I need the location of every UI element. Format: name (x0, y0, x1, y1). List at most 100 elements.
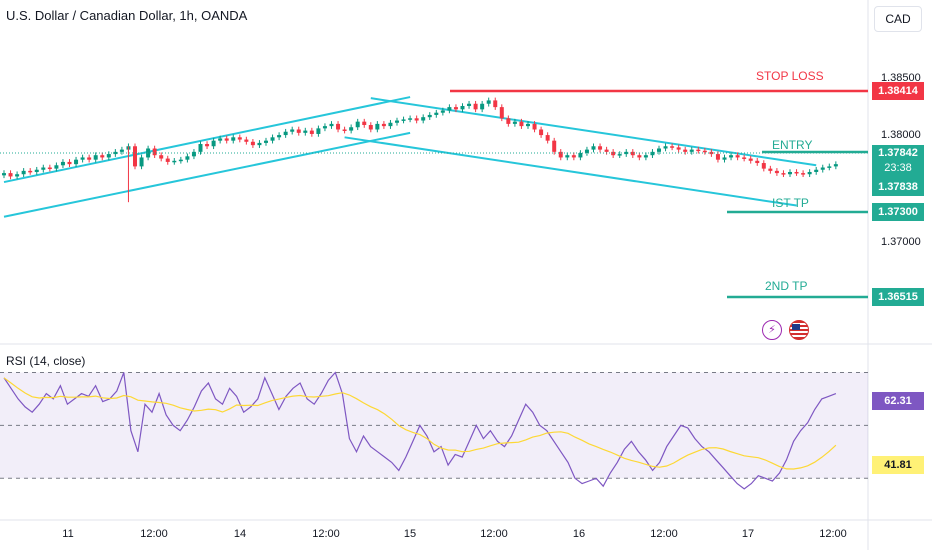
candle-body-112 (735, 155, 740, 158)
candle-body-97 (637, 155, 642, 158)
candle-body-45 (296, 129, 301, 133)
candle-body-76 (499, 107, 504, 119)
candle-body-4 (28, 170, 33, 173)
candle-body-70 (460, 105, 465, 110)
us-flag-icon[interactable] (789, 320, 809, 340)
candle-body-81 (532, 123, 537, 130)
rsi-lines (3, 371, 837, 490)
candle-body-55 (362, 121, 367, 126)
candle-body-103 (676, 147, 681, 150)
candle-body-72 (473, 103, 478, 110)
candle-body-18 (119, 149, 124, 152)
level-lines (0, 89, 868, 299)
candle-body-40 (264, 140, 268, 143)
tp1-label: IST TP (772, 196, 809, 210)
candle-body-75 (493, 100, 498, 108)
y-tick-1: 1.38500 (881, 72, 921, 84)
candle-body-27 (178, 159, 183, 162)
candle-body-37 (244, 139, 249, 142)
candle-body-111 (729, 155, 734, 158)
x-tick-2: 14 (233, 528, 247, 540)
candle-body-60 (395, 120, 399, 123)
candle-body-67 (440, 110, 445, 113)
candle-body-24 (159, 155, 164, 159)
candle-body-125 (820, 167, 825, 170)
candle-body-30 (198, 144, 203, 152)
rsi-ma-line (3, 377, 837, 470)
candle-body-7 (47, 167, 52, 170)
candle-body-79 (519, 121, 524, 127)
candle-body-89 (584, 149, 589, 153)
candle-body-65 (427, 114, 432, 118)
candle-body-106 (696, 149, 701, 152)
candle-body-41 (270, 137, 275, 141)
rsi-line (3, 371, 837, 490)
candle-body-84 (552, 140, 557, 152)
trend-channels (3, 96, 817, 218)
candle-body-0 (2, 173, 6, 176)
candle-body-56 (368, 125, 373, 130)
candle-body-92 (604, 149, 609, 152)
candle-body-85 (558, 151, 563, 158)
candle-body-109 (715, 154, 720, 160)
candle-body-123 (807, 171, 812, 175)
currency-button[interactable]: CAD (874, 6, 922, 32)
candle-body-43 (283, 131, 288, 136)
candle-body-115 (755, 160, 760, 164)
tp2-label: 2ND TP (765, 279, 808, 293)
candle-body-105 (689, 149, 694, 152)
candle-body-119 (781, 173, 786, 175)
candle-body-35 (231, 137, 236, 141)
candle-body-77 (506, 118, 511, 124)
candle-body-39 (257, 142, 262, 146)
x-tick-6: 16 (572, 528, 586, 540)
candle-body-16 (106, 154, 111, 158)
candle-body-42 (277, 135, 282, 138)
candle-body-69 (453, 107, 458, 110)
rsi-title: RSI (14, close) (6, 354, 86, 368)
candle-body-87 (571, 155, 576, 158)
candle-body-57 (375, 123, 380, 130)
candle-body-11 (74, 159, 79, 165)
candle-body-22 (146, 148, 151, 158)
stop-loss-price-tag: 1.38414 (872, 82, 924, 100)
candle-body-59 (388, 122, 393, 127)
candle-body-36 (237, 137, 242, 140)
candle-body-44 (290, 129, 295, 132)
candle-body-124 (814, 169, 819, 172)
candle-body-83 (545, 135, 550, 141)
candle-body-74 (486, 100, 491, 104)
candle-body-15 (100, 155, 105, 158)
candle-body-52 (342, 129, 347, 131)
rsi-ma-value-tag: 41.81 (872, 456, 924, 474)
lightning-icon[interactable]: ⚡ (762, 320, 782, 340)
candle-body-68 (447, 107, 452, 111)
entry-label: ENTRY (772, 138, 813, 152)
last-price: 1.37842 (878, 147, 918, 159)
candle-body-38 (250, 141, 255, 146)
candle-body-14 (93, 155, 98, 160)
candle-body-12 (80, 157, 85, 160)
candle-body-66 (434, 112, 439, 115)
candles (2, 97, 838, 203)
candle-body-95 (624, 151, 629, 155)
candle-body-47 (309, 130, 314, 134)
candle-body-29 (191, 151, 196, 157)
candle-body-33 (218, 138, 223, 141)
entry-price-tag: 1.37838 (872, 178, 924, 196)
candle-body-102 (670, 146, 675, 148)
candle-body-122 (801, 173, 806, 175)
rsi-background (0, 371, 868, 479)
candle-body-104 (683, 149, 688, 152)
candle-body-51 (336, 123, 341, 130)
candle-body-46 (303, 130, 308, 133)
candle-body-1 (8, 173, 13, 177)
candle-body-8 (54, 165, 59, 169)
candle-body-88 (578, 152, 583, 158)
candle-body-10 (67, 161, 72, 165)
candle-body-3 (21, 170, 26, 175)
y-tick-3: 1.37000 (881, 236, 921, 248)
candle-body-101 (663, 146, 668, 149)
tp1-price-tag: 1.37300 (872, 203, 924, 221)
x-tick-1: 12:00 (140, 528, 168, 540)
